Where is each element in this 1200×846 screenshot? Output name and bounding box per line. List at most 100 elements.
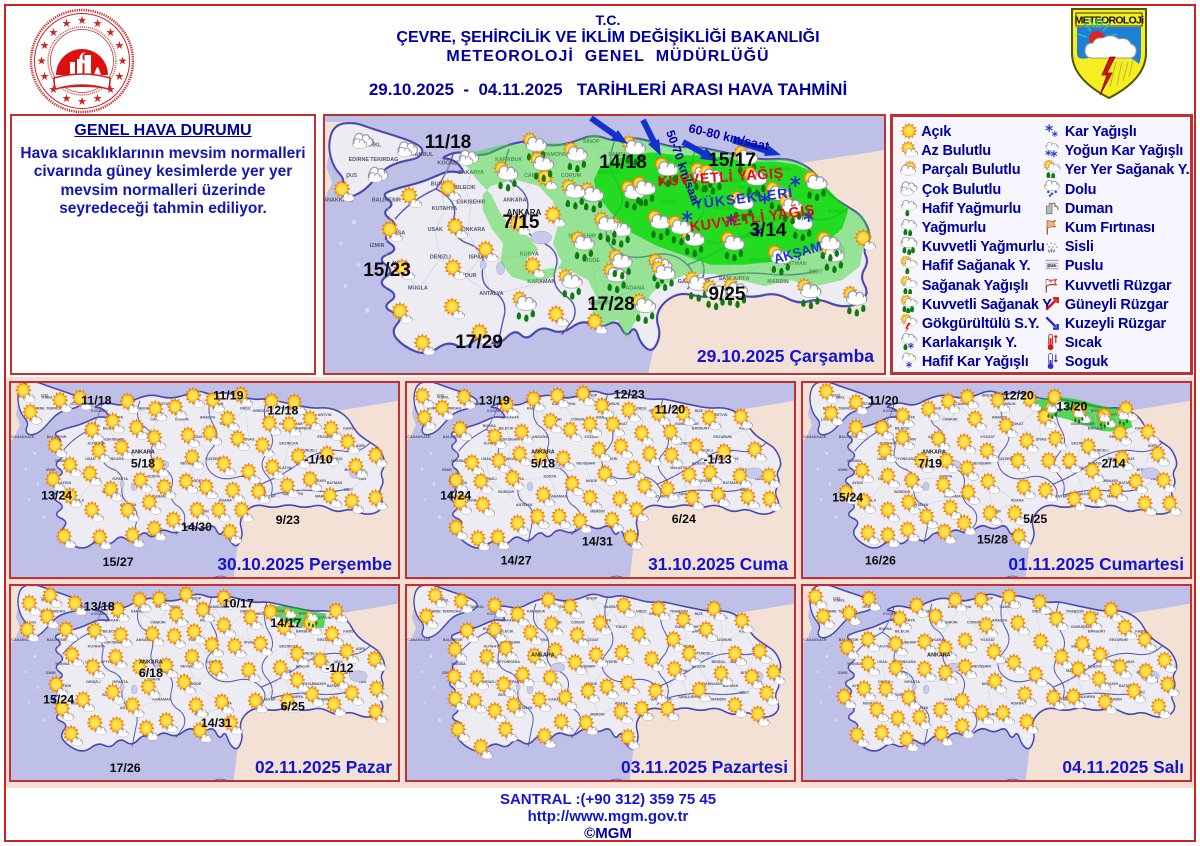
svg-text:TEKIRDAG: TEKIRDAG <box>442 405 461 410</box>
svg-text:AYDIN: AYDIN <box>60 480 71 485</box>
svg-text:11/20: 11/20 <box>868 394 898 408</box>
svg-text:KARAMAN: KARAMAN <box>152 696 171 701</box>
svg-text:ANKARA: ANKARA <box>531 653 555 659</box>
svg-text:10/17: 10/17 <box>223 597 254 611</box>
svg-text:DENIZLI: DENIZLI <box>482 476 496 481</box>
svg-text:AYDIN: AYDIN <box>852 480 863 485</box>
svg-text:6/18: 6/18 <box>139 666 163 680</box>
svg-text:BATMAN: BATMAN <box>327 683 343 688</box>
svg-text:KARAMAN: KARAMAN <box>527 279 555 285</box>
svg-text:CANKIRI: CANKIRI <box>150 619 165 624</box>
svg-text:GUMUSHANE: GUMUSHANE <box>1071 624 1095 629</box>
svg-text:BITLIS: BITLIS <box>345 670 357 675</box>
svg-text:AGRI: AGRI <box>356 443 365 448</box>
svg-text:MUGLA: MUGLA <box>467 498 481 503</box>
svg-text:KUTAHYA: KUTAHYA <box>88 440 105 445</box>
svg-text:BAYBURT: BAYBURT <box>296 425 314 430</box>
svg-text:14/24: 14/24 <box>440 489 471 503</box>
svg-text:NIGDE: NIGDE <box>190 681 202 686</box>
svg-text:7/15: 7/15 <box>503 212 540 233</box>
svg-text:KUTAHYA: KUTAHYA <box>88 643 105 648</box>
svg-text:02.11.2025 Pazar: 02.11.2025 Pazar <box>255 757 392 777</box>
svg-text:SANLIURFA: SANLIURFA <box>678 694 699 699</box>
svg-text:TUNCELI: TUNCELI <box>697 650 713 655</box>
svg-text:MERSIN: MERSIN <box>590 509 604 514</box>
svg-text:DENIZLI: DENIZLI <box>482 679 496 684</box>
svg-text:13/19: 13/19 <box>479 394 510 408</box>
svg-text:KIRKL: KIRKL <box>438 394 450 399</box>
svg-text:SAKARYA: SAKARYA <box>105 617 123 622</box>
svg-text:13/18: 13/18 <box>84 600 115 614</box>
svg-text:ELAZIG: ELAZIG <box>296 663 309 668</box>
svg-text:★: ★ <box>106 84 116 96</box>
svg-text:SINOP: SINOP <box>586 595 598 600</box>
svg-text:BALIKESIR: BALIKESIR <box>47 434 67 439</box>
svg-text:SAMSUN: SAMSUN <box>603 401 619 406</box>
svg-text:ESKISEHIR: ESKISEHIR <box>500 639 520 644</box>
svg-text:2/14: 2/14 <box>1102 456 1126 470</box>
svg-text:SAMSUN: SAMSUN <box>603 604 619 609</box>
svg-text:KOCAELI: KOCAELI <box>883 408 899 413</box>
svg-text:15/24: 15/24 <box>43 693 74 707</box>
svg-text:AFYONKARA: AFYONKARA <box>497 659 521 664</box>
svg-text:TEKIRDAG: TEKIRDAG <box>46 405 65 410</box>
svg-text:ANTALYA: ANTALYA <box>516 502 533 507</box>
svg-text:NIGDE: NIGDE <box>190 478 202 483</box>
svg-text:KARAMAN: KARAMAN <box>548 493 567 498</box>
svg-text:KARS: KARS <box>343 628 354 633</box>
svg-text:13/24: 13/24 <box>41 489 72 503</box>
svg-text:BINGOL: BINGOL <box>315 456 330 461</box>
svg-text:CANAKKALE: CANAKKALE <box>325 197 354 203</box>
svg-text:SANLIURFA: SANLIURFA <box>1074 491 1095 496</box>
svg-text:★: ★ <box>40 71 50 83</box>
svg-text:SAKARYA: SAKARYA <box>501 414 519 419</box>
svg-text:★: ★ <box>118 56 128 68</box>
svg-text:USAK: USAK <box>877 456 888 461</box>
svg-text:KONYA: KONYA <box>543 473 556 478</box>
svg-text:ANTALYA: ANTALYA <box>479 291 503 297</box>
svg-text:15/24: 15/24 <box>832 491 863 505</box>
svg-text:pus: pus <box>29 619 37 624</box>
svg-text:IZMIR: IZMIR <box>46 467 56 472</box>
svg-text:AMASYA: AMASYA <box>200 414 216 419</box>
svg-text:TEKIRDAG: TEKIRDAG <box>370 157 398 163</box>
svg-text:ERZINCAN: ERZINCAN <box>675 643 694 648</box>
svg-text:RIZE: RIZE <box>299 611 308 616</box>
svg-text:CANAKKALE: CANAKKALE <box>11 637 35 642</box>
svg-text:SIIRT: SIIRT <box>344 487 354 492</box>
svg-text:AFYONKARA: AFYONKARA <box>893 659 917 664</box>
svg-text:ORDU: ORDU <box>636 608 647 613</box>
svg-text:USAK: USAK <box>481 456 492 461</box>
svg-text:YOZGAT: YOZGAT <box>980 637 996 642</box>
svg-text:EDIRNE: EDIRNE <box>427 405 441 410</box>
svg-text:CANAKKALE: CANAKKALE <box>803 434 827 439</box>
svg-text:MANISA: MANISA <box>55 661 70 666</box>
svg-text:ERZINCAN: ERZINCAN <box>279 440 298 445</box>
svg-text:KARAMAN: KARAMAN <box>944 493 963 498</box>
svg-text:BALIKESIR: BALIKESIR <box>443 434 463 439</box>
svg-text:SAKARYA: SAKARYA <box>897 617 915 622</box>
svg-text:ANKARA: ANKARA <box>927 653 951 659</box>
svg-text:ERZINCAN: ERZINCAN <box>675 440 694 445</box>
svg-text:SIVAS: SIVAS <box>244 436 255 441</box>
svg-text:17/28: 17/28 <box>587 294 635 315</box>
svg-text:SAMSUN: SAMSUN <box>207 604 223 609</box>
svg-text:MANISA: MANISA <box>451 661 466 666</box>
svg-text:KUTAHYA: KUTAHYA <box>880 643 897 648</box>
svg-text:3/14: 3/14 <box>750 220 787 241</box>
svg-text:KOCAELI: KOCAELI <box>883 611 899 616</box>
svg-text:SINOP: SINOP <box>982 392 994 397</box>
svg-text:CORUM: CORUM <box>571 416 585 421</box>
svg-text:MERSIN: MERSIN <box>986 712 1000 717</box>
svg-text:KARS: KARS <box>1135 425 1146 430</box>
svg-text:BILECIK: BILECIK <box>499 425 514 430</box>
svg-text:KIRKL: KIRKL <box>834 597 846 602</box>
svg-text:KARABUK: KARABUK <box>527 608 546 613</box>
svg-text:★: ★ <box>37 56 47 68</box>
svg-text:KUTAHYA: KUTAHYA <box>484 440 501 445</box>
svg-text:KASTAMONU: KASTAMONU <box>156 401 180 406</box>
svg-text:KARS: KARS <box>1135 628 1146 633</box>
svg-text:EDIRNE: EDIRNE <box>349 157 370 163</box>
svg-text:MUS: MUS <box>334 659 343 664</box>
svg-text:BINGOL: BINGOL <box>711 659 726 664</box>
